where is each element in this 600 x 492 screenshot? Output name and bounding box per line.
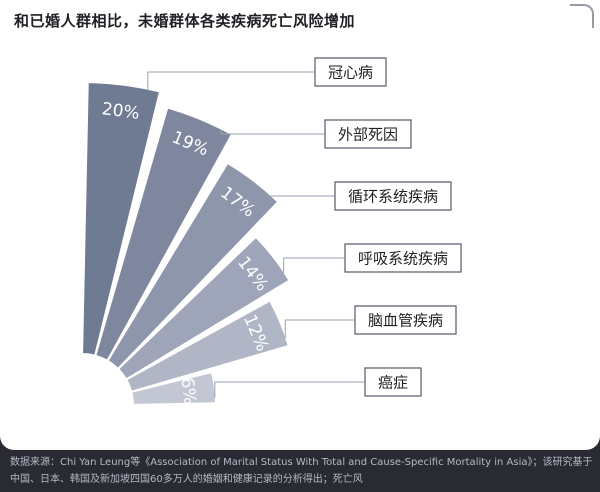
category-label-box — [334, 181, 452, 211]
source-note: 数据来源：Chi Yan Leung等《Association of Marit… — [10, 457, 593, 485]
category-label: 外部死因 — [338, 126, 398, 144]
bar-segment — [119, 238, 289, 379]
bar-segment — [127, 301, 288, 391]
category-label: 癌症 — [378, 374, 408, 392]
category-label-box — [314, 57, 387, 87]
category-label-box — [364, 367, 422, 397]
chart-title: 和已婚人群相比，未婚群体各类疾病死亡风险增加 — [14, 12, 356, 30]
callout-line — [283, 257, 345, 274]
category-label: 脑血管疾病 — [368, 312, 443, 330]
bar-segment — [96, 108, 231, 360]
category-label: 循环系统疾病 — [348, 188, 438, 206]
chart-panel: 和已婚人群相比，未婚群体各类疾病死亡风险增加 20% 冠心病 19% 外部死因 17% 循… — [0, 0, 600, 450]
bar-segment — [132, 373, 215, 404]
category-label-box — [344, 243, 462, 273]
category-label-box — [324, 119, 412, 149]
category-label-box — [354, 305, 457, 335]
category-label: 冠心病 — [328, 64, 373, 82]
bar-segment — [108, 164, 277, 368]
callout-line — [214, 381, 365, 398]
callout-line — [147, 71, 315, 90]
data-label: 6% — [176, 376, 199, 405]
corner-bracket-decoration — [570, 4, 594, 28]
category-label: 呼吸系统疾病 — [358, 250, 448, 268]
callout-line — [269, 195, 335, 197]
bar-segment — [83, 83, 159, 355]
callout-line — [220, 129, 325, 135]
data-label: 20% — [101, 99, 141, 124]
callout-line — [284, 319, 355, 339]
